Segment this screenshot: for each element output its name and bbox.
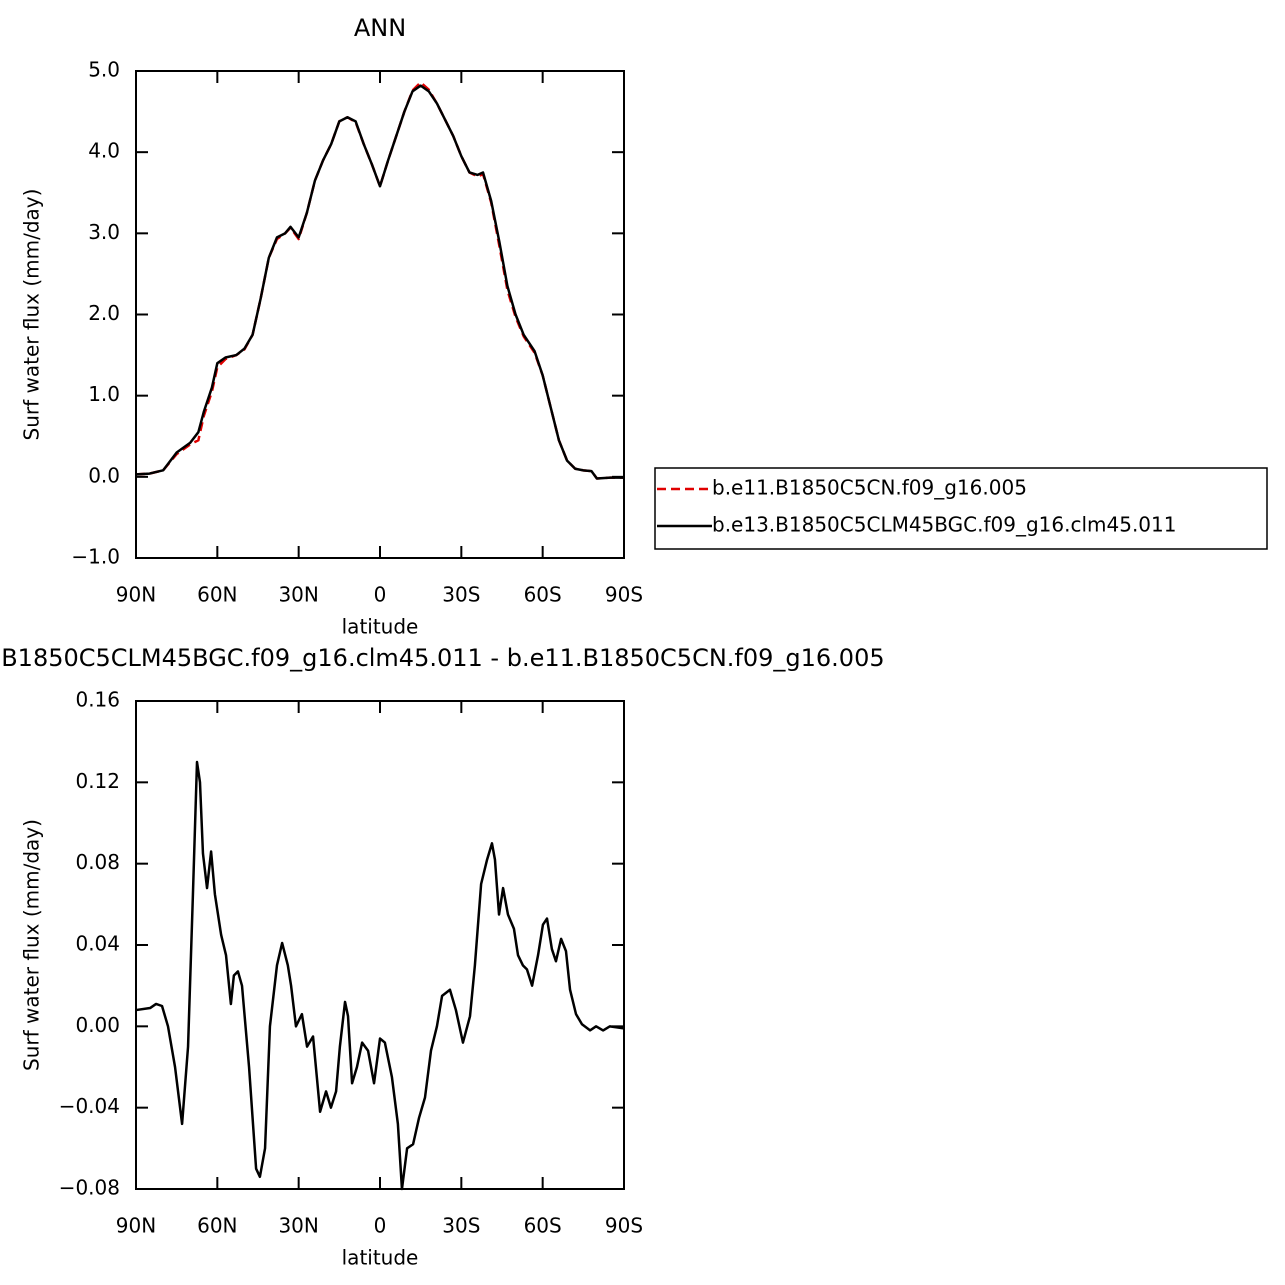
- y-tick-label: 0.0: [88, 463, 120, 487]
- x-tick-label: 90S: [605, 583, 643, 607]
- chart-title: ANN: [354, 14, 406, 42]
- data-line: [135, 760, 625, 1191]
- legend-box: [654, 467, 1268, 550]
- x-tick-label: 60N: [197, 583, 237, 607]
- y-tick-label: 0.12: [75, 769, 120, 793]
- x-tick-label: 30S: [442, 1214, 480, 1238]
- chart-title: b.e13.B1850C5CLM45BGC.f09_g16.clm45.011 …: [0, 644, 885, 672]
- y-tick-label: 0.04: [75, 932, 120, 956]
- y-tick-label: 2.0: [88, 301, 120, 325]
- legend-label: b.e13.B1850C5CLM45BGC.f09_g16.clm45.011: [712, 513, 1176, 537]
- y-tick-label: −0.04: [59, 1094, 120, 1118]
- x-tick-label: 0: [374, 583, 387, 607]
- x-tick-label: 60N: [197, 1214, 237, 1238]
- y-tick-label: 3.0: [88, 220, 120, 244]
- x-axis-label: latitude: [342, 1246, 419, 1270]
- x-tick-label: 0: [374, 1214, 387, 1238]
- y-tick-label: 0.16: [75, 688, 120, 712]
- x-tick-label: 90N: [116, 583, 156, 607]
- x-axis-label: latitude: [342, 615, 419, 639]
- x-tick-label: 60S: [524, 583, 562, 607]
- x-tick-label: 90N: [116, 1214, 156, 1238]
- x-tick-label: 30S: [442, 583, 480, 607]
- y-axis-label: Surf water flux (mm/day): [20, 819, 44, 1071]
- y-tick-label: 4.0: [88, 139, 120, 163]
- y-tick-label: −1.0: [71, 545, 120, 569]
- y-tick-label: 0.08: [75, 850, 120, 874]
- y-tick-label: 1.0: [88, 382, 120, 406]
- x-tick-label: 90S: [605, 1214, 643, 1238]
- y-tick-label: 5.0: [88, 58, 120, 82]
- plot-frame: [135, 70, 625, 559]
- y-axis-label: Surf water flux (mm/day): [20, 189, 44, 441]
- y-tick-label: −0.08: [59, 1176, 120, 1200]
- x-tick-label: 30N: [278, 1214, 318, 1238]
- x-tick-label: 30N: [278, 583, 318, 607]
- data-line: [135, 84, 624, 480]
- legend-label: b.e11.B1850C5CN.f09_g16.005: [712, 476, 1027, 500]
- x-tick-label: 60S: [524, 1214, 562, 1238]
- data-line: [135, 81, 624, 480]
- y-tick-label: 0.00: [75, 1013, 120, 1037]
